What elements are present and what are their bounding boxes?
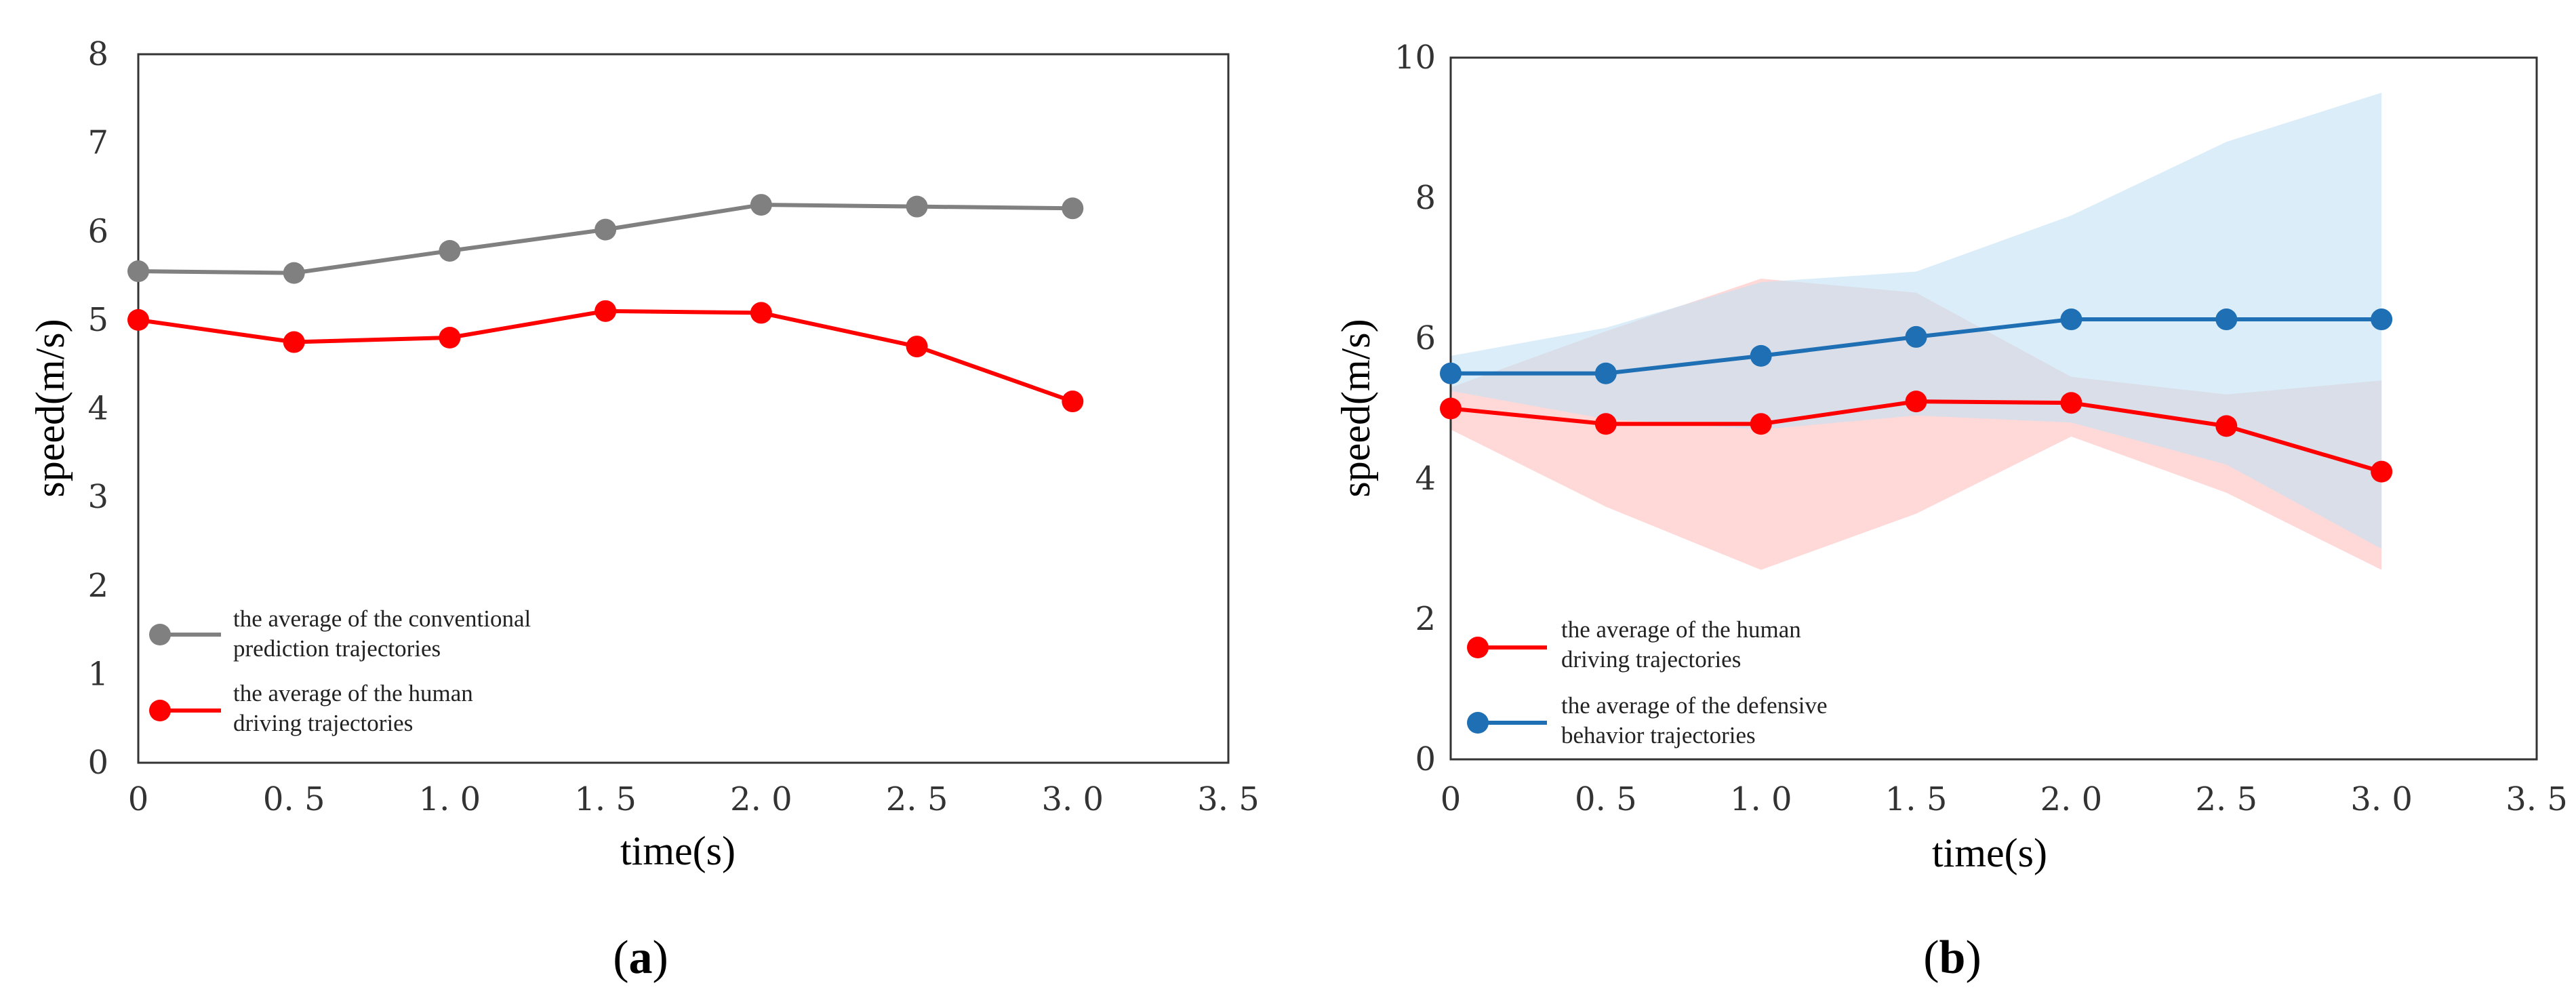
x-tick-label: 0. 5 bbox=[263, 780, 325, 818]
x-tick-label: 1. 5 bbox=[1885, 780, 1948, 818]
point-the-average-of-the-conventional-prediction-trajectories bbox=[127, 260, 149, 283]
point-the-average-of-the-human-driving-trajectories bbox=[127, 308, 149, 331]
x-tick-label: 3. 0 bbox=[1041, 780, 1104, 818]
legend-entry-defensive: the average of the defensive behavior tr… bbox=[1467, 692, 1828, 748]
legend-label-conventional-line1: the average of the conventional bbox=[233, 605, 531, 632]
point-the-average-of-the-human-driving-trajectories bbox=[1750, 413, 1772, 435]
x-axis-label: time(s) bbox=[620, 829, 736, 873]
x-tick-labels: 0 0. 5 1. 0 1. 5 2. 0 2. 5 3. 0 3. 5 bbox=[1441, 780, 2568, 818]
legend-label-defensive-line2: behavior trajectories bbox=[1561, 722, 1756, 748]
panel-label-b: (b) bbox=[1923, 932, 1981, 984]
data-points bbox=[127, 194, 1084, 413]
point-the-average-of-the-defensive-behavior-trajectories bbox=[1750, 344, 1772, 367]
band-the-average-of-the-defensive-behavior-trajectories bbox=[1451, 92, 2382, 549]
y-tick-label: 6 bbox=[87, 212, 108, 250]
point-the-average-of-the-conventional-prediction-trajectories bbox=[283, 262, 305, 284]
y-tick-label: 1 bbox=[87, 655, 108, 693]
point-the-average-of-the-defensive-behavior-trajectories bbox=[2215, 308, 2238, 331]
point-the-average-of-the-defensive-behavior-trajectories bbox=[1440, 362, 1462, 384]
point-the-average-of-the-human-driving-trajectories bbox=[439, 327, 461, 348]
y-axis-label: speed(m/s) bbox=[28, 319, 73, 497]
point-the-average-of-the-conventional-prediction-trajectories bbox=[439, 239, 461, 262]
y-tick-label: 5 bbox=[87, 301, 108, 339]
point-the-average-of-the-human-driving-trajectories bbox=[2060, 392, 2082, 414]
point-the-average-of-the-human-driving-trajectories bbox=[1440, 397, 1462, 420]
plot-frame bbox=[137, 53, 1230, 764]
y-tick-labels: 0 2 4 6 8 10 bbox=[1394, 39, 1436, 778]
panel-label-a: (a) bbox=[613, 932, 668, 984]
point-the-average-of-the-human-driving-trajectories bbox=[283, 331, 305, 353]
legend-entry-conventional: the average of the conventional predicti… bbox=[149, 605, 531, 662]
y-tick-label: 2 bbox=[1415, 600, 1436, 638]
y-tick-label: 6 bbox=[1415, 319, 1436, 357]
point-the-average-of-the-human-driving-trajectories bbox=[595, 300, 617, 322]
point-the-average-of-the-defensive-behavior-trajectories bbox=[2060, 308, 2082, 331]
x-tick-label: 2. 0 bbox=[2040, 780, 2103, 818]
y-tick-label: 0 bbox=[87, 744, 108, 782]
legend-entry-human: the average of the human driving traject… bbox=[149, 680, 473, 736]
legend-entry-human: the average of the human driving traject… bbox=[1467, 616, 1801, 673]
y-tick-label: 4 bbox=[1415, 460, 1436, 498]
point-the-average-of-the-human-driving-trajectories bbox=[906, 336, 928, 358]
legend-marker-defensive bbox=[1467, 712, 1489, 734]
line-the-average-of-the-human-driving-trajectories bbox=[138, 308, 1074, 403]
legend-marker-conventional bbox=[149, 624, 171, 645]
y-tick-label: 8 bbox=[1415, 179, 1436, 217]
x-tick-label: 2. 5 bbox=[2195, 780, 2257, 818]
x-tick-label: 1. 5 bbox=[574, 780, 637, 818]
confidence-bands bbox=[1451, 92, 2382, 570]
point-the-average-of-the-conventional-prediction-trajectories bbox=[595, 218, 617, 241]
y-tick-label: 8 bbox=[87, 35, 108, 73]
point-the-average-of-the-defensive-behavior-trajectories bbox=[2371, 308, 2393, 331]
x-axis-label: time(s) bbox=[1932, 831, 2047, 875]
y-tick-label: 10 bbox=[1394, 39, 1436, 77]
x-tick-label: 3. 5 bbox=[1197, 780, 1260, 818]
point-the-average-of-the-human-driving-trajectories bbox=[2215, 415, 2238, 437]
legend-label-defensive-line1: the average of the defensive bbox=[1561, 692, 1828, 719]
legend-label-human-line2: driving trajectories bbox=[233, 710, 413, 736]
x-tick-labels: 0 0. 5 1. 0 1. 5 2. 0 2. 5 3. 0 3. 5 bbox=[128, 780, 1260, 818]
legend-label-human-line2: driving trajectories bbox=[1561, 646, 1741, 673]
point-the-average-of-the-conventional-prediction-trajectories bbox=[906, 195, 928, 218]
x-tick-label: 3. 5 bbox=[2505, 780, 2568, 818]
legend-marker-human bbox=[1467, 637, 1489, 658]
point-the-average-of-the-human-driving-trajectories bbox=[1062, 391, 1084, 413]
point-the-average-of-the-human-driving-trajectories bbox=[750, 302, 772, 324]
point-the-average-of-the-conventional-prediction-trajectories bbox=[1062, 197, 1084, 220]
legend-label-human-line1: the average of the human bbox=[233, 680, 473, 706]
y-tick-label: 7 bbox=[87, 124, 108, 162]
point-the-average-of-the-human-driving-trajectories bbox=[1594, 413, 1617, 435]
y-tick-labels: 0 1 2 3 4 5 6 7 8 bbox=[87, 35, 108, 782]
x-tick-label: 0. 5 bbox=[1575, 780, 1637, 818]
x-tick-label: 3. 0 bbox=[2350, 780, 2413, 818]
legend: the average of the conventional predicti… bbox=[149, 605, 531, 736]
point-the-average-of-the-human-driving-trajectories bbox=[1905, 391, 1927, 413]
legend: the average of the human driving traject… bbox=[1467, 616, 1828, 748]
x-tick-label: 1. 0 bbox=[419, 780, 481, 818]
y-axis-label: speed(m/s) bbox=[1333, 319, 1378, 497]
y-tick-label: 2 bbox=[87, 567, 108, 605]
y-tick-label: 0 bbox=[1415, 740, 1436, 778]
legend-marker-human bbox=[149, 700, 171, 721]
y-tick-label: 3 bbox=[87, 478, 108, 516]
y-tick-label: 4 bbox=[87, 390, 108, 428]
legend-label-conventional-line2: prediction trajectories bbox=[233, 635, 441, 662]
point-the-average-of-the-conventional-prediction-trajectories bbox=[750, 194, 772, 216]
x-tick-label: 2. 5 bbox=[886, 780, 948, 818]
point-the-average-of-the-defensive-behavior-trajectories bbox=[1905, 325, 1927, 348]
x-tick-label: 0 bbox=[128, 780, 149, 818]
data-points bbox=[1440, 308, 2393, 483]
point-the-average-of-the-human-driving-trajectories bbox=[2371, 460, 2393, 483]
x-tick-label: 1. 0 bbox=[1730, 780, 1792, 818]
chart-panel-b: 0 2 4 6 8 10 0 0. 5 1. 0 1. 5 2. 0 2. 5 3. 0 3. 5 ti… bbox=[1333, 39, 2568, 984]
point-the-average-of-the-defensive-behavior-trajectories bbox=[1594, 362, 1617, 384]
x-tick-label: 2. 0 bbox=[730, 780, 792, 818]
x-tick-label: 0 bbox=[1441, 780, 1462, 818]
legend-label-human-line1: the average of the human bbox=[1561, 616, 1801, 643]
